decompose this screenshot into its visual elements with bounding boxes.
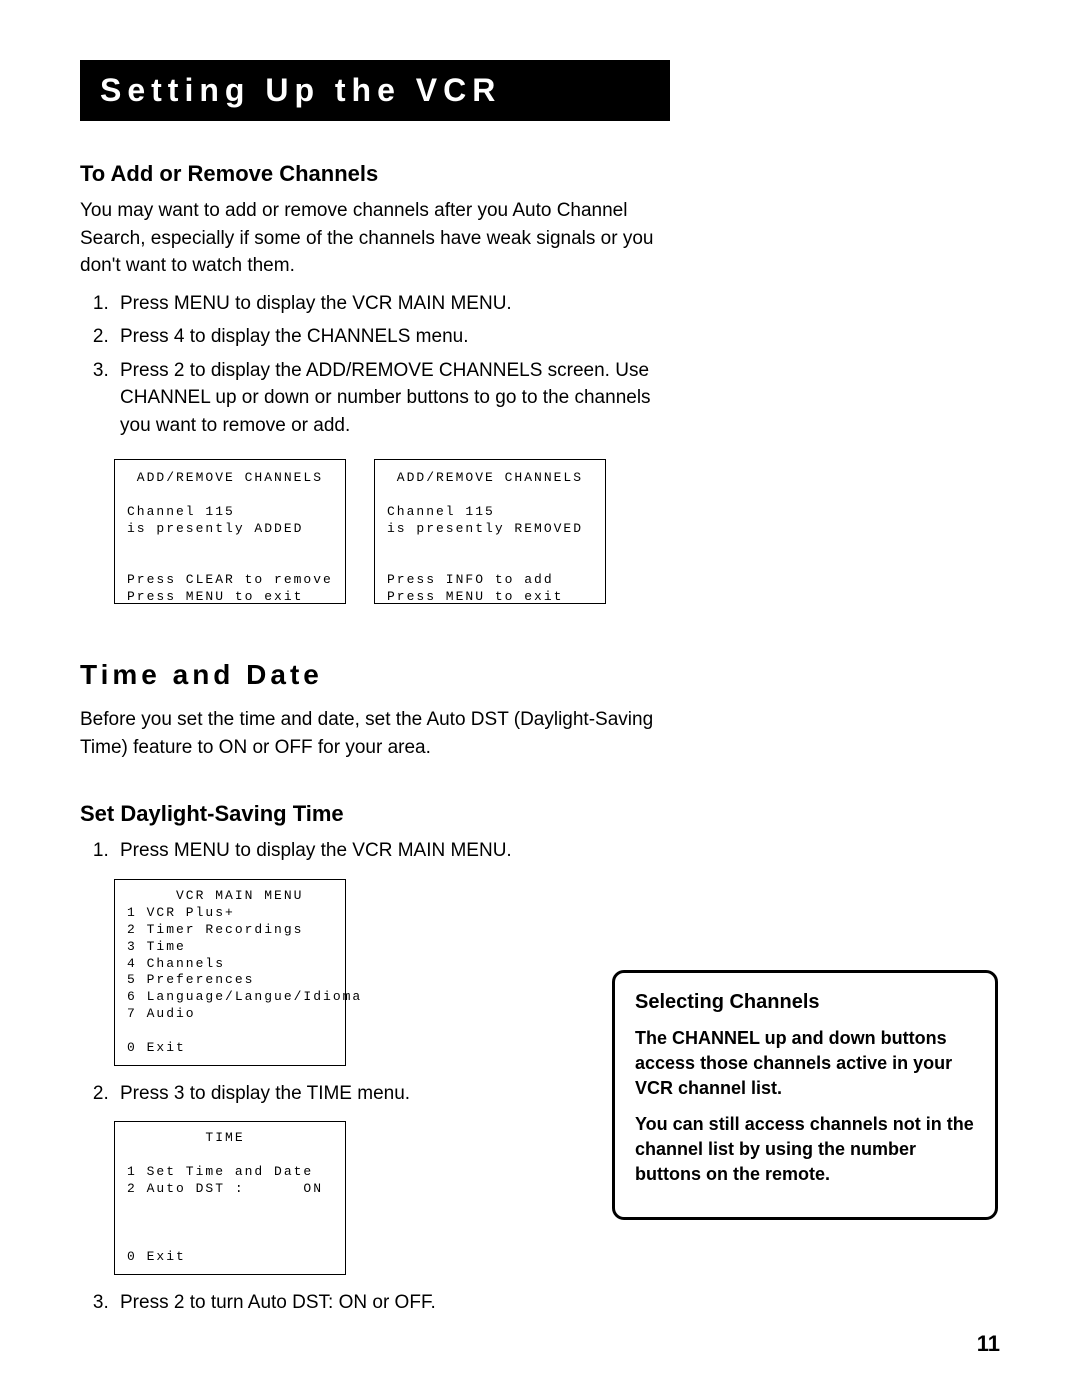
screen-add-remove-removed: ADD/REMOVE CHANNELS Channel 115 is prese… [374, 459, 606, 604]
screen-time-menu: TIME 1 Set Time and Date 2 Auto DST : ON… [114, 1121, 346, 1274]
section-heading-dst: Set Daylight-Saving Time [80, 801, 670, 827]
sidebar-selecting-channels: Selecting Channels The CHANNEL up and do… [612, 970, 998, 1220]
content-column: To Add or Remove Channels You may want t… [80, 161, 670, 1316]
page-title-bar: Setting Up the VCR [80, 60, 670, 121]
section1-step1: Press MENU to display the VCR MAIN MENU. [114, 290, 670, 318]
section2-intro: Before you set the time and date, set th… [80, 706, 670, 761]
section1-step2: Press 4 to display the CHANNELS menu. [114, 323, 670, 351]
section1-step3: Press 2 to display the ADD/REMOVE CHANNE… [114, 357, 670, 440]
section1-steps: Press MENU to display the VCR MAIN MENU.… [80, 290, 670, 440]
screen-add-remove-added: ADD/REMOVE CHANNELS Channel 115 is prese… [114, 459, 346, 604]
section3-step1: Press MENU to display the VCR MAIN MENU. [114, 837, 670, 865]
section3-step2: Press 3 to display the TIME menu. [114, 1080, 670, 1108]
section-heading-channels: To Add or Remove Channels [80, 161, 670, 187]
section-heading-time-date: Time and Date [80, 659, 670, 691]
screens-row: ADD/REMOVE CHANNELS Channel 115 is prese… [114, 459, 670, 604]
sidebar-para-2: You can still access channels not in the… [635, 1112, 975, 1188]
page-title: Setting Up the VCR [100, 72, 501, 108]
screen-main-menu: VCR MAIN MENU 1 VCR Plus+ 2 Timer Record… [114, 879, 346, 1066]
section3-steps-3: Press 2 to turn Auto DST: ON or OFF. [80, 1289, 670, 1317]
section3-steps-2: Press 3 to display the TIME menu. [80, 1080, 670, 1108]
sidebar-para-1: The CHANNEL up and down buttons access t… [635, 1026, 975, 1102]
page-number: 11 [977, 1331, 1000, 1357]
section3-steps: Press MENU to display the VCR MAIN MENU. [80, 837, 670, 865]
section1-intro: You may want to add or remove channels a… [80, 197, 670, 280]
sidebar-title: Selecting Channels [635, 991, 975, 1014]
page: Setting Up the VCR To Add or Remove Chan… [0, 0, 1080, 1397]
section3-step3: Press 2 to turn Auto DST: ON or OFF. [114, 1289, 670, 1317]
